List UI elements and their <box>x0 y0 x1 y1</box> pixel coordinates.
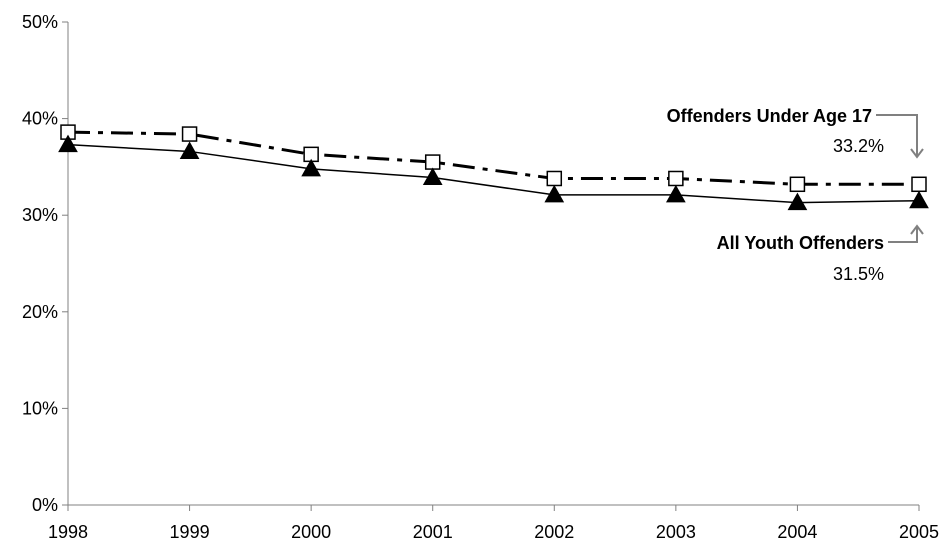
x-tick-label: 2002 <box>534 522 574 542</box>
data-point-triangle <box>179 141 200 159</box>
data-point-triangle <box>909 190 929 209</box>
series-line <box>67 130 919 186</box>
x-tick-label: 1998 <box>48 522 88 542</box>
data-point-triangle <box>422 167 443 186</box>
data-point-triangle <box>666 184 686 203</box>
annotation-all-youth-label: All Youth Offenders <box>717 233 884 253</box>
y-tick-label: 40% <box>22 109 58 129</box>
data-point-square <box>911 176 927 193</box>
data-point-square <box>424 154 441 170</box>
x-tick-label: 2004 <box>777 522 817 542</box>
annotation-under17-arrowhead <box>910 148 924 159</box>
data-point-triangle <box>301 158 321 177</box>
annotation-all-youth-value: 31.5% <box>833 264 884 284</box>
annotation-all-youth-arrow <box>888 226 918 243</box>
y-tick-label: 0% <box>32 495 58 515</box>
data-point-square <box>181 126 198 142</box>
y-tick-label: 20% <box>22 302 58 322</box>
annotation-all-youth-arrowhead <box>910 224 924 235</box>
data-point-square <box>546 170 563 187</box>
x-tick-label: 2001 <box>413 522 453 542</box>
series-0 <box>60 124 927 193</box>
x-tick-label: 2000 <box>291 522 331 542</box>
series-1 <box>58 134 929 211</box>
data-point-triangle <box>544 184 565 203</box>
data-point-triangle <box>787 192 808 211</box>
y-tick-label: 10% <box>22 398 58 418</box>
data-point-square <box>789 176 806 193</box>
data-point-square <box>668 170 684 187</box>
axes: 0% 10% 20% 30% 40% 50% 1998 1999 2000 2001 2002 200… <box>22 12 939 542</box>
annotation-under17-arrow <box>876 114 918 157</box>
annotations: Offenders Under Age 17 33.2% All Youth O… <box>667 106 924 284</box>
data-point-triangle <box>58 134 78 153</box>
series-line <box>67 143 920 204</box>
annotation-under17-label: Offenders Under Age 17 <box>667 106 872 126</box>
series-layer <box>58 124 929 211</box>
annotation-under17-value: 33.2% <box>833 136 884 156</box>
x-tick-label: 2003 <box>656 522 696 542</box>
y-tick-label: 30% <box>22 205 58 225</box>
x-tick-label: 2005 <box>899 522 939 542</box>
y-tick-label: 50% <box>22 12 58 32</box>
x-tick-label: 1999 <box>170 522 210 542</box>
